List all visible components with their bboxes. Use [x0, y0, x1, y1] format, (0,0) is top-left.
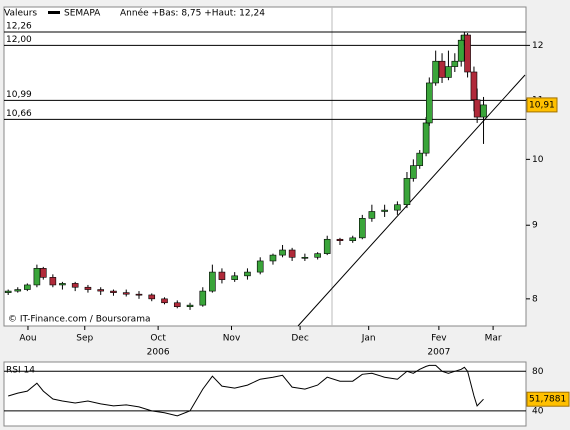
candle-body: [432, 60, 439, 84]
candle-body: [349, 237, 357, 241]
candle-body: [173, 302, 181, 308]
candle-body: [480, 104, 487, 118]
candle-body: [314, 253, 321, 258]
candle-body: [359, 218, 366, 239]
legend-label: Valeurs: [4, 9, 37, 19]
rsi-title: RSI 14: [6, 366, 35, 376]
candle-body: [110, 290, 117, 293]
candle-body: [368, 211, 376, 219]
x-tick-label: Sep: [76, 334, 93, 344]
x-tick-label: Dec: [291, 334, 308, 344]
trend-line: [297, 74, 526, 327]
candle-body: [49, 277, 57, 286]
legend-swatch: [48, 11, 60, 14]
candle-body: [209, 271, 216, 292]
candle-body: [71, 283, 79, 288]
legend-name: SEMAPA: [64, 9, 101, 19]
candle-body: [410, 165, 417, 179]
level-label: 10,99: [6, 90, 32, 100]
price-plot: [3, 6, 527, 327]
y-tick-label: 9: [532, 221, 538, 231]
candle-body: [218, 271, 226, 280]
level-label: 12,00: [6, 35, 32, 45]
x-tick-label: Nov: [223, 334, 241, 344]
last-value-box: [526, 391, 570, 407]
y-tick-label: 8: [532, 294, 538, 304]
candle-body: [14, 289, 22, 292]
candle-body: [4, 290, 12, 293]
last-value-box: [526, 97, 558, 113]
candle-body: [256, 260, 264, 273]
x-tick-label: Aou: [19, 334, 36, 344]
x-tick-label: Oct: [150, 334, 166, 344]
x-tick-label: Fev: [431, 334, 447, 344]
candle-body: [59, 283, 66, 286]
rsi-line: [8, 364, 484, 417]
candle-body: [279, 249, 286, 256]
candle-body: [199, 290, 207, 306]
watermark: © IT-Finance.com / Boursorama: [8, 315, 150, 325]
x-tick-label: Mar: [485, 334, 502, 344]
candle-body: [416, 152, 424, 166]
candle-body: [186, 304, 194, 308]
candle-body: [301, 256, 309, 259]
candle-body: [451, 60, 459, 67]
candle-body: [231, 275, 238, 280]
candle-body: [422, 122, 430, 154]
candle-body: [97, 289, 105, 292]
candle-body: [464, 34, 471, 73]
candle-body: [336, 238, 344, 241]
last-value-label: 51,7881: [529, 395, 566, 405]
candle-body: [323, 238, 331, 254]
level-label: 12,26: [6, 21, 32, 31]
level-label: 10,66: [6, 109, 32, 119]
candle-body: [403, 178, 411, 206]
last-value-label: 10,91: [529, 100, 555, 110]
candle-body: [161, 298, 168, 304]
y-tick-label: 10: [532, 155, 544, 165]
y-tick-label: 80: [532, 367, 544, 377]
candle-body: [269, 254, 277, 262]
subtitle: Année +Bas: 8,75 +Haut: 12,24: [120, 8, 265, 19]
candle-body: [445, 66, 452, 78]
candle-body: [24, 284, 31, 290]
candle-body: [39, 268, 47, 278]
y-tick-label: 12: [532, 41, 543, 51]
year-label: 2007: [427, 348, 450, 358]
candle-body: [244, 271, 251, 277]
year-label: 2006: [147, 348, 170, 358]
candle-body: [122, 292, 130, 295]
candle-body: [457, 39, 465, 62]
candle-body: [135, 293, 143, 296]
y-tick-label: 40: [532, 406, 544, 416]
candle-body: [33, 268, 41, 286]
candle-body: [288, 249, 296, 258]
candle-body: [394, 204, 401, 211]
candle-body: [470, 71, 478, 101]
x-tick-label: Jan: [361, 334, 376, 344]
candle-body: [148, 294, 156, 300]
candle-body: [438, 60, 446, 78]
candle-body: [473, 99, 481, 118]
rsi-plot: [3, 361, 527, 427]
candle-body: [381, 209, 388, 212]
candle-body: [425, 82, 433, 124]
candle-body: [84, 286, 92, 290]
